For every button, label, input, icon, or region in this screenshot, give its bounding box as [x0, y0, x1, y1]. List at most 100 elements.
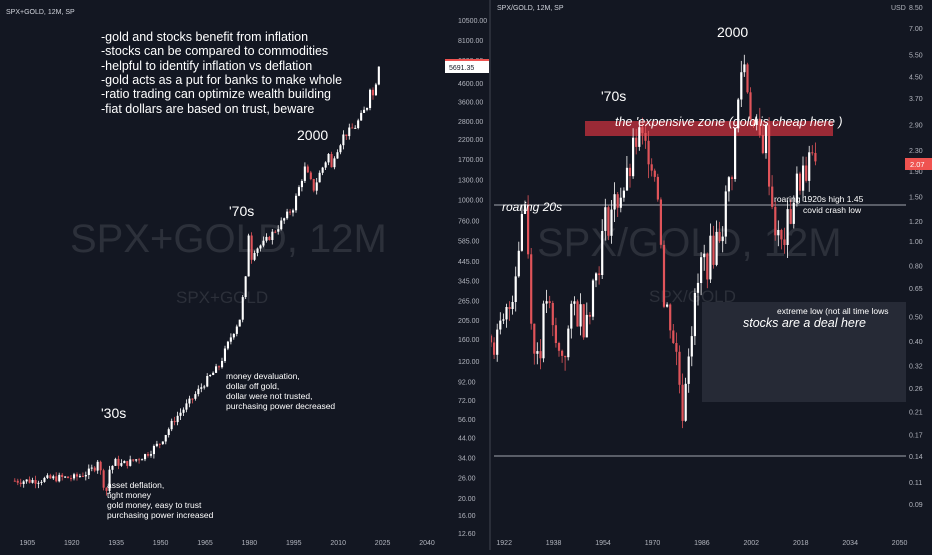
last-price-tag-text: 2.07 — [910, 160, 925, 169]
candle-body — [34, 480, 37, 484]
y-tick-label: 0.09 — [909, 502, 923, 509]
x-axis: 1922 1938 1954 1970 1986 2002 2018 2034 2050 — [496, 540, 907, 547]
candle-body — [268, 236, 271, 240]
y-tick-label: 8.50 — [909, 5, 923, 12]
candle-body — [78, 475, 81, 477]
watermark-main: SPX+GOLD, 12M — [70, 217, 387, 261]
candle-body — [324, 162, 327, 168]
candle-body — [514, 276, 517, 302]
candle-body — [87, 468, 90, 475]
x-tick-label: 2002 — [744, 540, 760, 547]
candle-body — [244, 276, 247, 298]
candle-body — [22, 481, 25, 484]
y-tick-label: 12.60 — [458, 531, 476, 538]
candle-body — [182, 409, 185, 413]
candle-body — [176, 415, 179, 423]
y-tick-label: 56.00 — [458, 417, 476, 424]
candle-body — [345, 134, 348, 136]
extreme-low-label: extreme low (not all time lows — [777, 306, 888, 316]
y-tick-label: 120.00 — [458, 359, 480, 366]
candle-body — [653, 170, 656, 177]
candle-body — [49, 475, 52, 479]
label-70s: '70s — [601, 88, 626, 104]
candle-body — [40, 481, 43, 483]
candle-body — [811, 152, 814, 154]
x-tick-label: 1938 — [546, 540, 562, 547]
candle-body — [508, 307, 511, 309]
candle-body — [814, 153, 817, 162]
candle-body — [724, 191, 727, 237]
candle-body — [557, 343, 561, 351]
candle-body — [650, 164, 653, 171]
candle-body — [786, 209, 789, 245]
candle-body — [734, 128, 737, 179]
spx-plus-gold-chart[interactable]: SPX+GOLD, 12M, SP SPX+GOLD, 12M SPX+GOLD… — [0, 0, 490, 550]
candle-body — [746, 64, 749, 93]
candle-body — [221, 361, 224, 368]
x-tick-label: 1950 — [153, 540, 169, 547]
candle-body — [659, 199, 662, 245]
x-tick-label: 2010 — [330, 540, 346, 547]
deal-zone-box — [702, 302, 906, 402]
candle-body — [185, 403, 188, 410]
candle-body — [330, 154, 333, 168]
candle-body — [46, 475, 49, 478]
candle-body — [90, 467, 93, 469]
candle-body — [598, 273, 601, 275]
y-tick-label: 0.50 — [909, 315, 923, 322]
spx-over-gold-chart[interactable]: SPX/GOLD, 12M, SP USD SPX/GOLD, 12M SPX/… — [489, 0, 932, 550]
candle-body — [527, 204, 530, 255]
candle-body — [155, 443, 158, 447]
candle-body — [610, 209, 613, 236]
note-line: -gold acts as a put for banks to make wh… — [101, 73, 342, 87]
candle-body — [363, 109, 366, 113]
x-tick-label: 2050 — [892, 540, 908, 547]
candle-body — [206, 376, 209, 387]
candle-body — [28, 479, 31, 483]
candle-body — [161, 441, 164, 445]
candle-body — [188, 398, 191, 404]
deal-zone-text: stocks are a deal here — [743, 316, 866, 330]
candle-body — [31, 480, 34, 483]
candle-body — [283, 218, 286, 221]
note-line: -fiat dollars are based on trust, beware — [101, 102, 314, 116]
y-tick-label: 0.21 — [909, 410, 923, 417]
spx-plus-gold-chart-panel[interactable]: SPX+GOLD, 12M, SP SPX+GOLD, 12M SPX+GOLD… — [0, 0, 490, 550]
candle-body — [179, 412, 182, 416]
candle-body — [554, 325, 557, 343]
candle-body — [52, 476, 55, 479]
y-tick-label: 345.00 — [458, 279, 480, 286]
candle-body — [520, 214, 523, 251]
candle-body — [339, 145, 342, 153]
currency-label: USD — [891, 5, 906, 12]
y-tick-label: 760.00 — [458, 218, 480, 225]
candle-body — [706, 253, 709, 280]
candle-body — [297, 187, 300, 196]
y-tick-label: 3.70 — [909, 96, 923, 103]
spx-over-gold-chart-panel[interactable]: SPX/GOLD, 12M, SP USD SPX/GOLD, 12M SPX/… — [489, 0, 932, 550]
candle-body — [16, 480, 19, 483]
candle-body — [96, 461, 99, 471]
note-line: tight money — [107, 490, 152, 500]
candle-body — [798, 173, 802, 191]
candle-body — [241, 297, 244, 320]
candle-body — [218, 366, 221, 368]
candle-body — [632, 137, 635, 177]
candle-body — [493, 342, 496, 355]
candle-body — [727, 177, 730, 192]
note-line: purchasing power decreased — [226, 401, 335, 411]
candle-body — [203, 386, 206, 388]
candle-body — [351, 127, 354, 129]
x-tick-label: 2018 — [793, 540, 809, 547]
x-tick-label: 1954 — [595, 540, 611, 547]
note-line: money devaluation, — [226, 371, 300, 381]
candle-body — [638, 127, 641, 147]
candle-body — [295, 195, 298, 211]
y-tick-label: 7.00 — [909, 26, 923, 33]
y-axis: 8.50 7.00 5.50 4.50 3.70 2.90 2.30 1.90 1.50 1.20… — [909, 5, 923, 509]
candle-body — [539, 351, 542, 359]
y-tick-label: 1700.00 — [458, 157, 483, 164]
candle-body — [499, 320, 502, 330]
candle-body — [764, 124, 768, 154]
watermark-main: SPX/GOLD, 12M — [537, 221, 842, 265]
